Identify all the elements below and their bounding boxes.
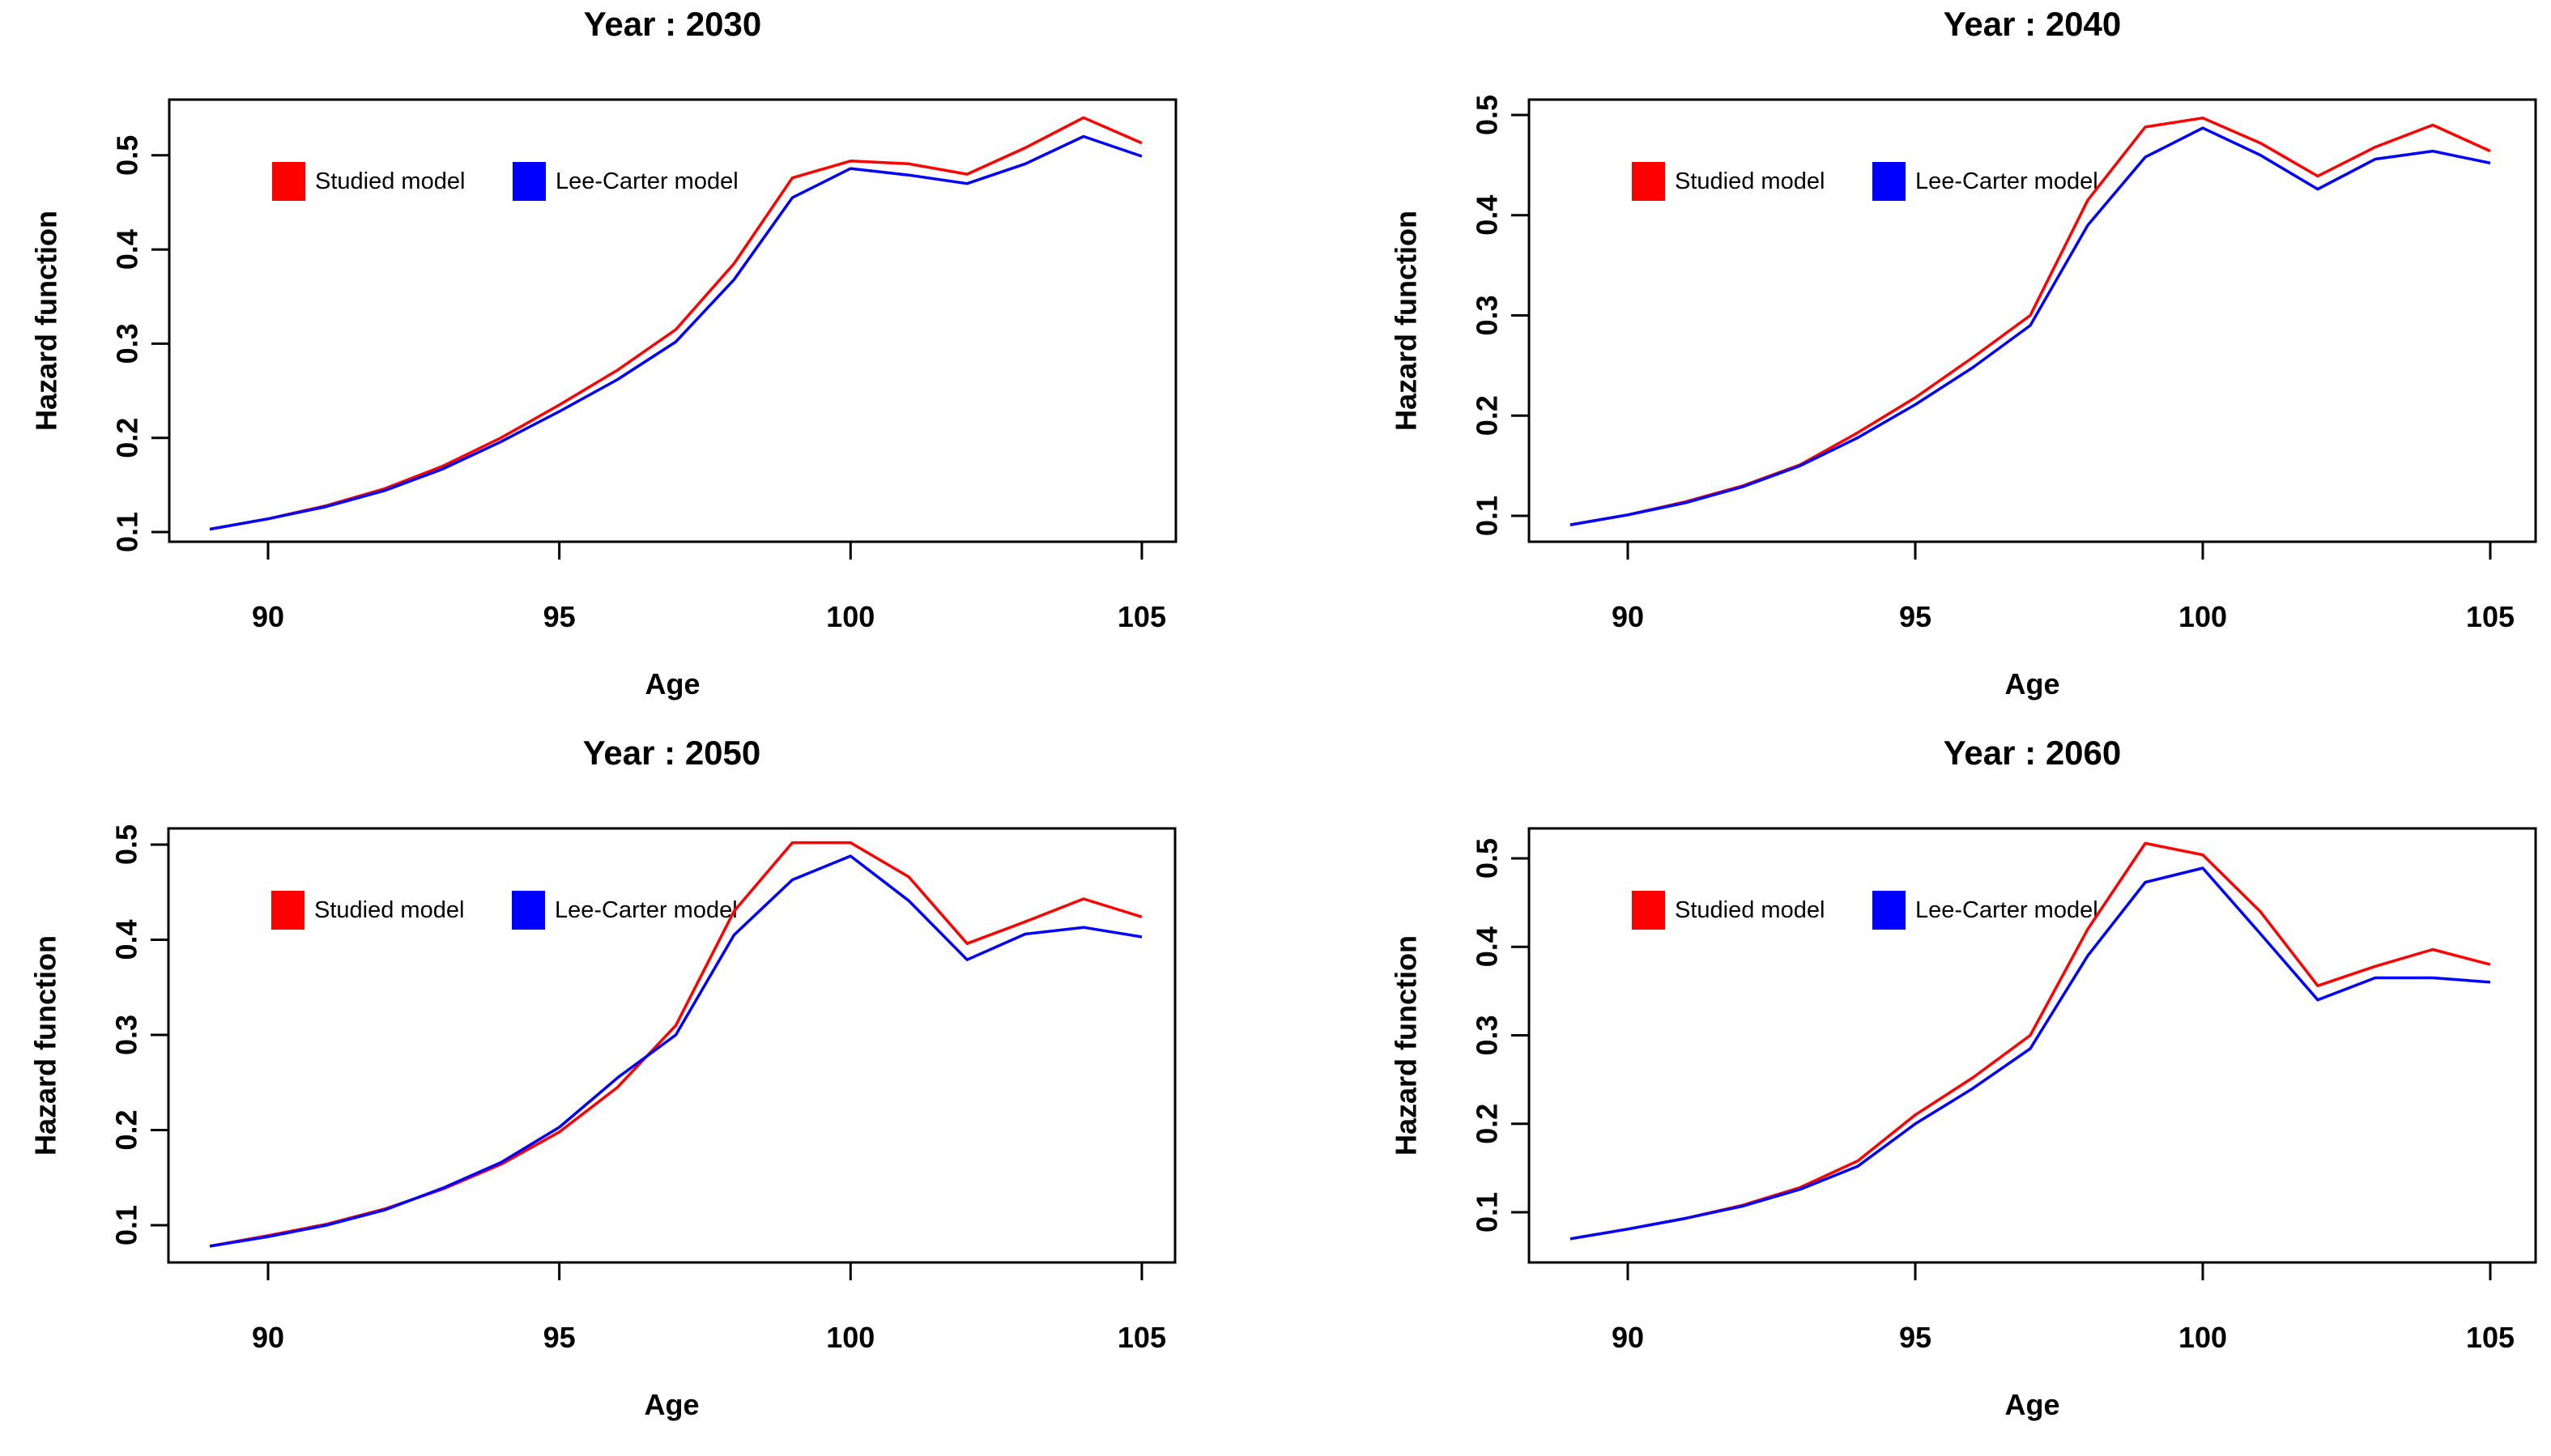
legend-swatch-lee-carter-model [512,891,545,930]
x-tick-label: 105 [2466,1321,2515,1354]
x-tick-label: 90 [252,1321,284,1354]
legend-swatch-studied-model [1632,891,1665,930]
legend-label-lee-carter-model: Lee-Carter model [1915,168,2098,194]
y-tick-label: 0.5 [1471,95,1504,135]
y-tick-label: 0.2 [1471,1104,1504,1144]
x-tick-label: 105 [1118,1321,1166,1354]
x-axis-title: Age [644,1388,699,1421]
series-line-studied-model [209,116,1143,531]
x-axis-title: Age [2004,1388,2059,1421]
series-line-lee-carter-model [209,854,1143,1248]
x-tick-label: 105 [1118,600,1166,633]
legend-swatch-studied-model [271,891,305,930]
y-tick-label: 0.2 [1471,395,1504,436]
x-tick-label: 100 [826,600,875,633]
panel-title: Year : 2060 [1944,734,2122,772]
chart-panel-3: Year : 2060 90 95 100 105 0.1 0.2 0.3 0.4 0.5 Age H… [1390,734,2537,1421]
y-tick-label: 0.5 [110,824,143,865]
x-tick-label: 95 [1899,600,1931,633]
x-tick-label: 90 [252,600,284,633]
chart-panel-2: Year : 2050 90 95 100 105 0.1 0.2 0.3 0.4 0.5 Age H… [29,734,1177,1421]
x-tick-label: 90 [1612,600,1644,633]
y-tick-label: 0.3 [1471,1015,1504,1055]
y-tick-label: 0.4 [1471,195,1504,236]
plot-box [168,98,1178,543]
y-tick-label: 0.2 [111,418,144,458]
y-tick-label: 0.3 [110,1015,143,1055]
legend-label-studied-model: Studied model [314,897,464,923]
chart-panel-1: Year : 2040 90 95 100 105 0.1 0.2 0.3 0.4 0.5 Age H… [1390,5,2537,700]
y-tick-label: 0.5 [1471,838,1504,879]
y-tick-label: 0.4 [111,229,144,270]
y-tick-label: 0.1 [1471,496,1504,536]
y-tick-label: 0.2 [110,1109,143,1150]
x-axis-title: Age [645,667,700,700]
legend-swatch-lee-carter-model [513,162,546,201]
x-tick-label: 100 [2178,600,2227,633]
y-tick-label: 0.3 [111,323,144,364]
y-axis-title: Hazard function [30,211,63,431]
y-axis-title: Hazard function [1390,935,1423,1156]
y-axis-title: Hazard function [29,935,62,1156]
series-line-lee-carter-model [1569,126,2491,526]
y-tick-label: 0.1 [111,512,144,552]
panel-title: Year : 2040 [1944,5,2122,43]
legend-label-lee-carter-model: Lee-Carter model [1915,897,2098,923]
chart-panel-0: Year : 2030 90 95 100 105 0.1 0.2 0.3 0.4 0.5 Age H… [30,5,1178,700]
y-tick-label: 0.4 [1471,926,1504,967]
legend-label-studied-model: Studied model [1675,897,1825,923]
series-line-lee-carter-model [1569,866,2491,1241]
legend-swatch-lee-carter-model [1872,162,1906,201]
y-tick-label: 0.1 [1471,1192,1504,1232]
plot-box [1527,827,2537,1264]
plot-box [1527,98,2537,543]
legend-label-studied-model: Studied model [1675,168,1825,194]
panel-title: Year : 2030 [584,5,762,43]
y-tick-label: 0.3 [1471,295,1504,335]
panel-title: Year : 2050 [583,734,761,772]
x-axis-title: Age [2004,667,2059,700]
legend-label-lee-carter-model: Lee-Carter model [555,897,738,923]
y-tick-label: 0.4 [110,919,143,960]
y-tick-label: 0.5 [111,135,144,176]
y-tick-label: 0.1 [110,1205,143,1245]
series-line-lee-carter-model [209,134,1143,531]
x-tick-label: 100 [826,1321,875,1354]
x-tick-label: 105 [2466,600,2515,633]
legend-label-lee-carter-model: Lee-Carter model [556,168,739,194]
x-tick-label: 90 [1612,1321,1644,1354]
y-axis-title: Hazard function [1390,211,1423,431]
legend-swatch-lee-carter-model [1872,891,1906,930]
plot-box [167,827,1177,1264]
x-tick-label: 100 [2178,1321,2227,1354]
legend-swatch-studied-model [1632,162,1665,201]
x-tick-label: 95 [1899,1321,1931,1354]
x-tick-label: 95 [543,600,576,633]
legend-swatch-studied-model [272,162,305,201]
legend-label-studied-model: Studied model [315,168,465,194]
x-tick-label: 95 [543,1321,576,1354]
